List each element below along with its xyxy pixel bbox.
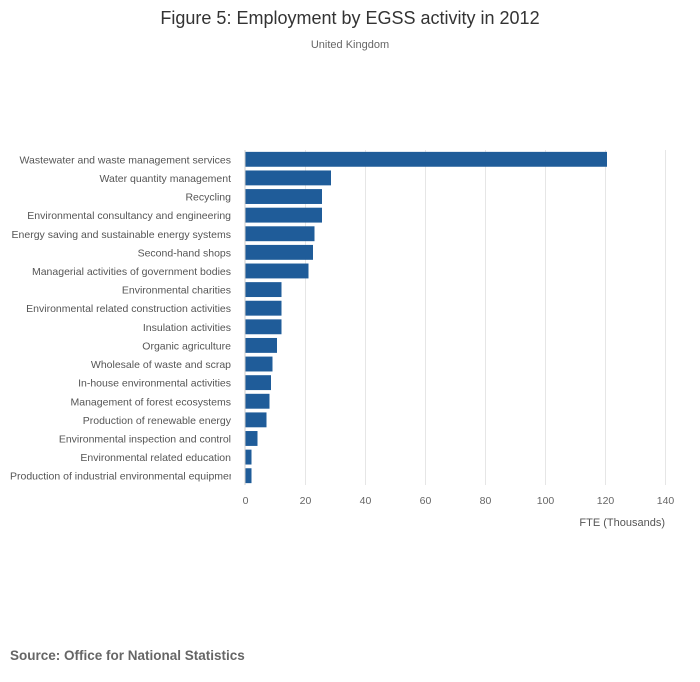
- source-note: Source: Office for National Statistics: [10, 648, 245, 663]
- bar: [245, 375, 271, 391]
- bar: [245, 207, 322, 223]
- category-label: Recycling: [185, 192, 231, 204]
- category-label: Production of renewable energy: [83, 415, 232, 427]
- bar: [245, 356, 273, 372]
- x-tick-label: 40: [360, 495, 372, 507]
- gridlines: [305, 150, 666, 485]
- x-axis-ticks: 0 20 40 60 80 100 120 140: [243, 495, 675, 507]
- x-tick-label: 120: [597, 495, 615, 507]
- category-label: Production of industrial environmental e…: [10, 471, 238, 483]
- category-label: Management of forest ecosystems: [71, 396, 232, 408]
- x-tick-label: 140: [657, 495, 675, 507]
- category-label: Environmental related education: [80, 452, 231, 464]
- bar: [245, 300, 282, 316]
- bar: [245, 263, 309, 279]
- bar: [245, 431, 258, 446]
- bar: [245, 244, 313, 260]
- category-label: Environmental consultancy and engineerin…: [27, 210, 231, 222]
- chart-title: Figure 5: Employment by EGSS activity in…: [160, 8, 539, 28]
- bar: [245, 170, 331, 186]
- x-axis-title: FTE (Thousands): [579, 517, 665, 529]
- chart-subtitle: United Kingdom: [311, 39, 389, 51]
- category-label: Environmental related construction activ…: [26, 303, 231, 315]
- category-label: In-house environmental activities: [78, 378, 231, 390]
- category-labels: Wastewater and waste management services…: [10, 154, 238, 483]
- bar: [245, 151, 607, 167]
- x-tick-label: 60: [420, 495, 432, 507]
- category-label: Insulation activities: [143, 322, 231, 334]
- x-tick-label: 80: [480, 495, 492, 507]
- category-label: Second-hand shops: [138, 247, 231, 259]
- bar: [245, 393, 270, 409]
- category-label: Energy saving and sustainable energy sys…: [12, 229, 231, 241]
- category-label: Wholesale of waste and scrap: [91, 359, 231, 371]
- category-label: Environmental inspection and control: [59, 433, 231, 445]
- bar: [245, 189, 322, 204]
- x-tick-label: 0: [243, 495, 249, 507]
- bar: [245, 319, 282, 335]
- category-label: Environmental charities: [122, 285, 231, 297]
- category-label: Organic agriculture: [142, 340, 231, 352]
- bar: [245, 412, 267, 428]
- bar: [245, 468, 252, 484]
- x-tick-label: 20: [300, 495, 312, 507]
- bar: [245, 337, 277, 353]
- bar: [245, 226, 315, 242]
- bar: [245, 449, 252, 465]
- bar: [245, 282, 282, 298]
- category-label: Water quantity management: [99, 173, 231, 185]
- category-label: Managerial activities of government bodi…: [32, 266, 231, 278]
- category-label: Wastewater and waste management services: [20, 154, 231, 166]
- bars: [245, 151, 607, 484]
- x-tick-label: 100: [537, 495, 555, 507]
